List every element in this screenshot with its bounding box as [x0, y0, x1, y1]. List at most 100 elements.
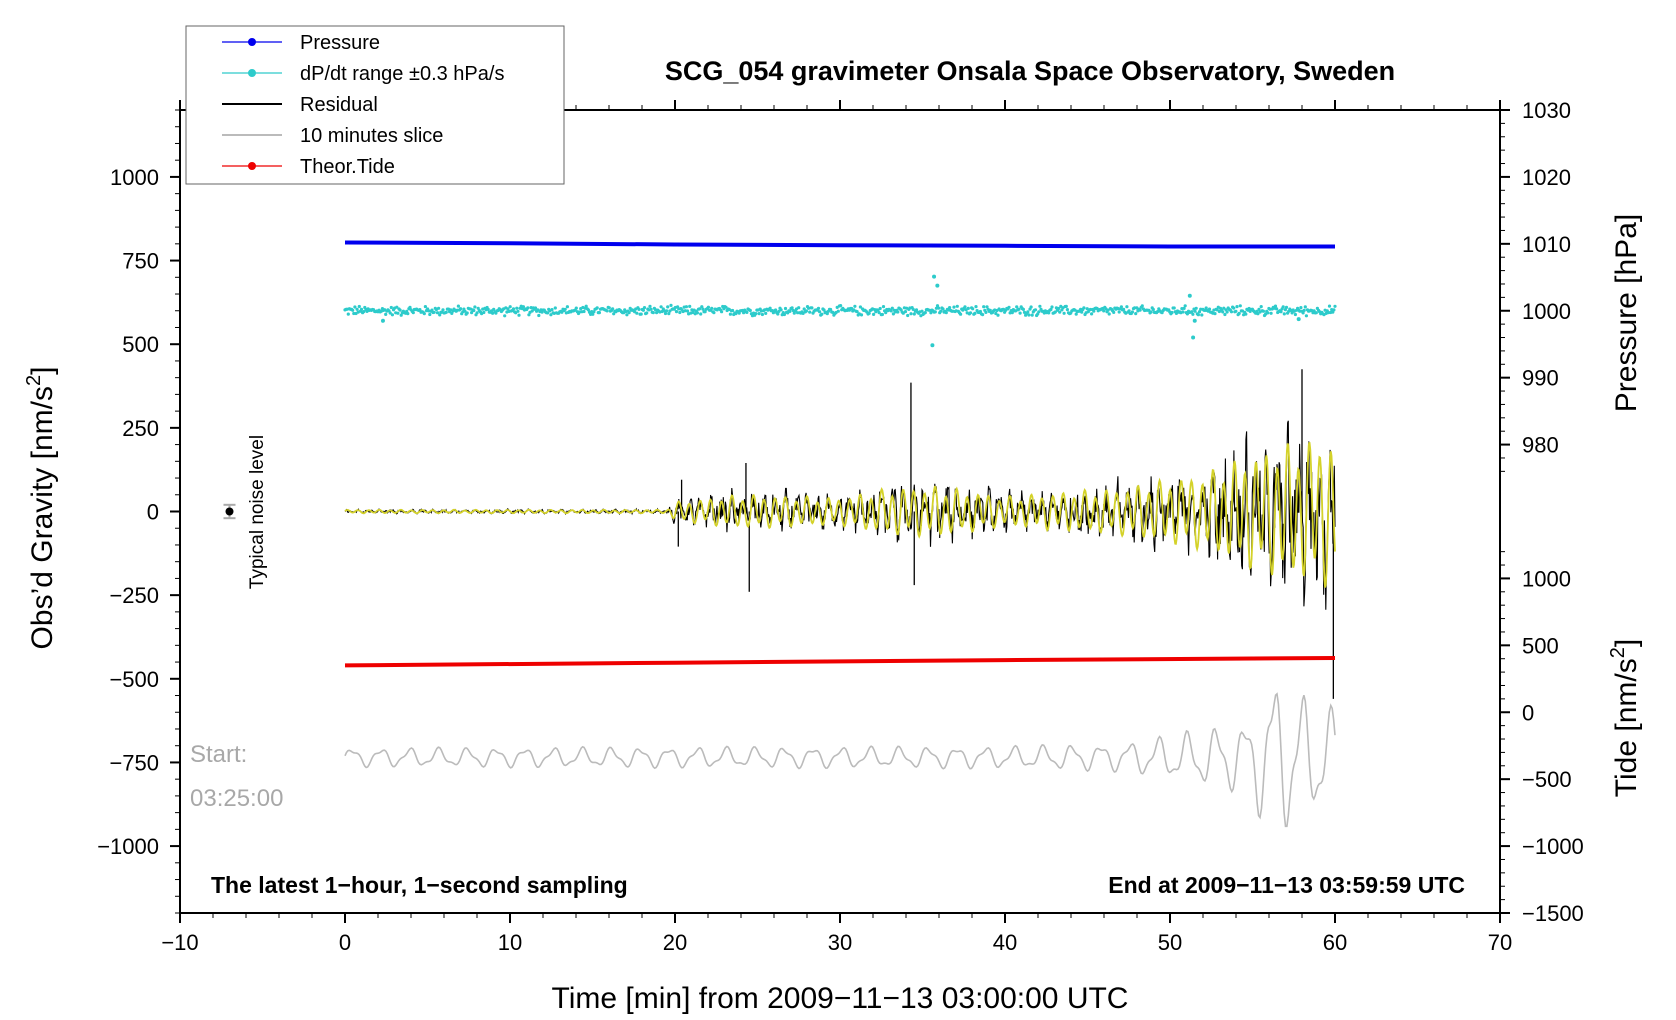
dpdt-point — [482, 310, 486, 315]
dpdt-point — [1302, 308, 1306, 312]
dpdt-point — [901, 311, 905, 315]
dpdt-point — [1290, 311, 1294, 315]
x-tick-label: 0 — [339, 930, 351, 955]
dpdt-point — [1172, 306, 1176, 310]
dpdt-point — [592, 310, 596, 314]
chart-title: SCG_054 gravimeter Onsala Space Observat… — [665, 56, 1395, 86]
dpdt-point — [1117, 310, 1121, 314]
legend-marker — [248, 38, 256, 46]
series-tide-line — [344, 656, 1336, 668]
dpdt-point — [353, 305, 357, 309]
dpdt-point — [406, 312, 410, 316]
dpdt-point — [941, 307, 945, 311]
dpdt-point — [929, 311, 933, 315]
dpdt-point — [423, 305, 427, 309]
dpdt-point — [563, 307, 567, 311]
dpdt-point — [1275, 307, 1279, 311]
dpdt-point — [1106, 308, 1110, 312]
dpdt-point — [1197, 310, 1202, 314]
dpdt-point — [1256, 312, 1260, 316]
series-pressure-line — [344, 240, 1335, 249]
dpdt-point — [988, 308, 992, 312]
dpdt-point — [1026, 310, 1030, 314]
dpdt-point — [701, 307, 705, 311]
dpdt-point — [935, 304, 940, 308]
dpdt-point — [351, 308, 355, 312]
dpdt-point — [745, 310, 749, 314]
dpdt-point — [966, 306, 970, 310]
dpdt-point — [508, 305, 512, 309]
dpdt-point — [1147, 308, 1151, 312]
tide-tick-label: −1500 — [1522, 901, 1584, 926]
dpdt-point — [389, 305, 393, 310]
dpdt-point — [1314, 311, 1318, 315]
dpdt-point — [884, 311, 888, 315]
annotation-start-label: Start: — [190, 741, 247, 768]
dpdt-point — [1107, 312, 1111, 316]
dpdt-point — [537, 313, 541, 318]
dpdt-point — [438, 313, 442, 317]
dpdt-point — [948, 306, 952, 310]
dpdt-point — [395, 305, 399, 309]
dpdt-point — [1282, 312, 1286, 316]
tide-tick-label: 1000 — [1522, 566, 1571, 591]
dpdt-point — [754, 312, 758, 316]
dpdt-point — [1015, 305, 1019, 309]
dpdt-point — [1010, 311, 1014, 315]
dpdt-point — [890, 306, 894, 310]
dpdt-point — [1092, 309, 1096, 313]
dpdt-point — [818, 310, 822, 314]
y-left-tick-label: −750 — [109, 750, 159, 775]
dpdt-point — [937, 306, 941, 310]
dpdt-point — [1027, 313, 1031, 317]
dpdt-point — [1038, 304, 1042, 308]
dpdt-point — [1293, 312, 1297, 317]
dpdt-point — [1125, 305, 1129, 309]
dpdt-point — [503, 314, 507, 318]
dpdt-point — [1332, 308, 1336, 312]
dpdt-point — [422, 312, 426, 316]
dpdt-point — [1244, 312, 1248, 316]
annotation-end-time: End at 2009−11−13 03:59:59 UTC — [1108, 872, 1465, 898]
legend-marker — [248, 162, 256, 170]
dpdt-point — [516, 309, 520, 313]
dpdt-point — [1284, 305, 1289, 309]
dpdt-point — [939, 309, 943, 313]
dpdt-point — [459, 307, 463, 311]
dpdt-point — [1237, 311, 1241, 315]
dpdt-point — [607, 306, 611, 310]
dpdt-point — [1204, 306, 1208, 310]
pressure-tick-label: 990 — [1522, 366, 1559, 391]
dpdt-point — [822, 308, 826, 312]
y-axis-label-tide-sup: 2 — [1607, 647, 1629, 658]
y-left-tick-label: 250 — [122, 416, 159, 441]
dpdt-point — [981, 313, 985, 317]
dpdt-point — [1255, 309, 1259, 313]
pressure-tick-label: 980 — [1522, 433, 1559, 458]
dpdt-point — [515, 306, 519, 310]
dpdt-point — [526, 306, 530, 310]
dpdt-point — [1047, 311, 1051, 315]
x-tick-label: 30 — [828, 930, 852, 955]
x-tick-label: −10 — [161, 930, 198, 955]
dpdt-point — [1181, 310, 1185, 314]
dpdt-point — [649, 307, 653, 311]
dpdt-point — [472, 308, 476, 313]
dpdt-point — [820, 312, 824, 316]
dpdt-point — [553, 306, 557, 310]
dpdt-point — [639, 312, 643, 316]
dpdt-point — [1021, 307, 1025, 311]
dpdt-point — [1221, 310, 1225, 314]
dpdt-point — [582, 309, 586, 314]
dpdt-point — [1037, 310, 1041, 314]
dpdt-point — [465, 311, 469, 315]
dpdt-point — [880, 312, 885, 317]
dpdt-point — [1333, 304, 1337, 308]
dpdt-point — [914, 308, 919, 312]
dpdt-point — [625, 313, 629, 317]
dpdt-point — [1122, 307, 1126, 311]
dpdt-point — [731, 308, 735, 313]
dpdt-point — [1033, 308, 1038, 312]
legend-label: Residual — [300, 94, 378, 116]
tide-tick-label: 500 — [1522, 633, 1559, 658]
